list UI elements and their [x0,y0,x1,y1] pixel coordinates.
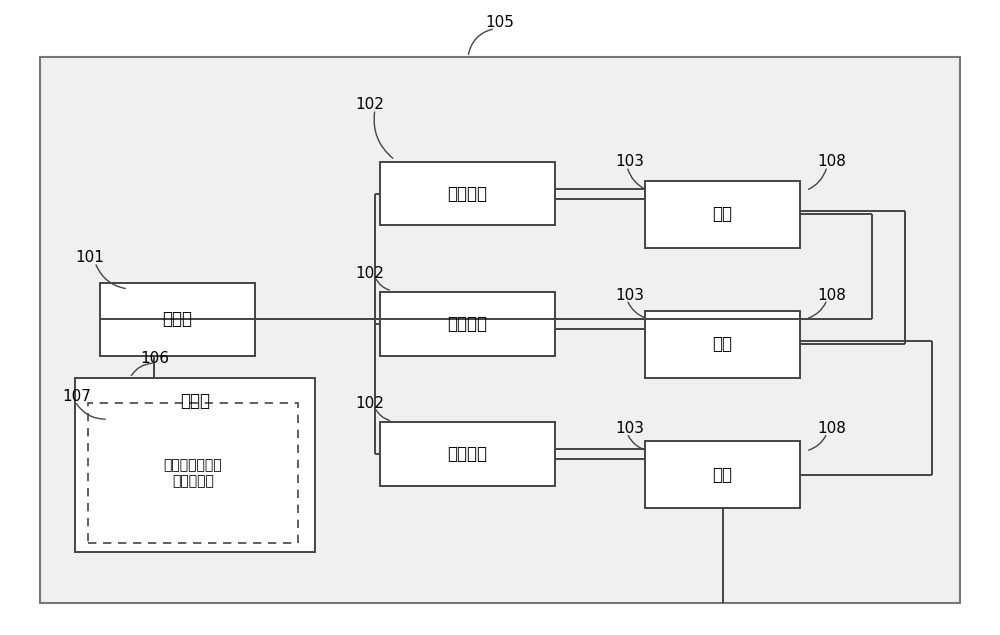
Text: 106: 106 [140,351,169,366]
Text: 103: 103 [615,154,644,170]
Bar [645,441,800,508]
Text: 地磁芯片: 地磁芯片 [448,185,488,203]
Text: 101: 101 [75,250,104,265]
Text: 108: 108 [817,288,846,303]
Text: 107: 107 [62,389,91,404]
Text: 负载: 负载 [712,465,732,484]
Bar [645,181,800,248]
Text: 地磁芯片: 地磁芯片 [448,315,488,333]
Text: 102: 102 [355,396,384,411]
Text: 102: 102 [355,97,384,112]
Bar [88,403,298,543]
Text: 108: 108 [817,154,846,170]
Bar [645,311,800,378]
Text: 103: 103 [615,288,644,303]
Text: 108: 108 [817,421,846,436]
Text: 负载: 负载 [712,335,732,354]
Bar [380,162,555,225]
Bar [75,378,315,552]
Text: 存储器: 存储器 [180,392,210,410]
Bar [380,292,555,356]
Text: 105: 105 [486,15,514,30]
Text: 负载: 负载 [712,205,732,224]
Text: 地磁芯片工作状
态控制装置: 地磁芯片工作状 态控制装置 [164,458,222,488]
Bar [40,57,960,603]
Text: 控制器: 控制器 [162,310,192,328]
Text: 103: 103 [615,421,644,436]
Bar [100,283,255,356]
Text: 地磁芯片: 地磁芯片 [448,445,488,463]
Text: 102: 102 [355,265,384,281]
Bar [380,422,555,486]
